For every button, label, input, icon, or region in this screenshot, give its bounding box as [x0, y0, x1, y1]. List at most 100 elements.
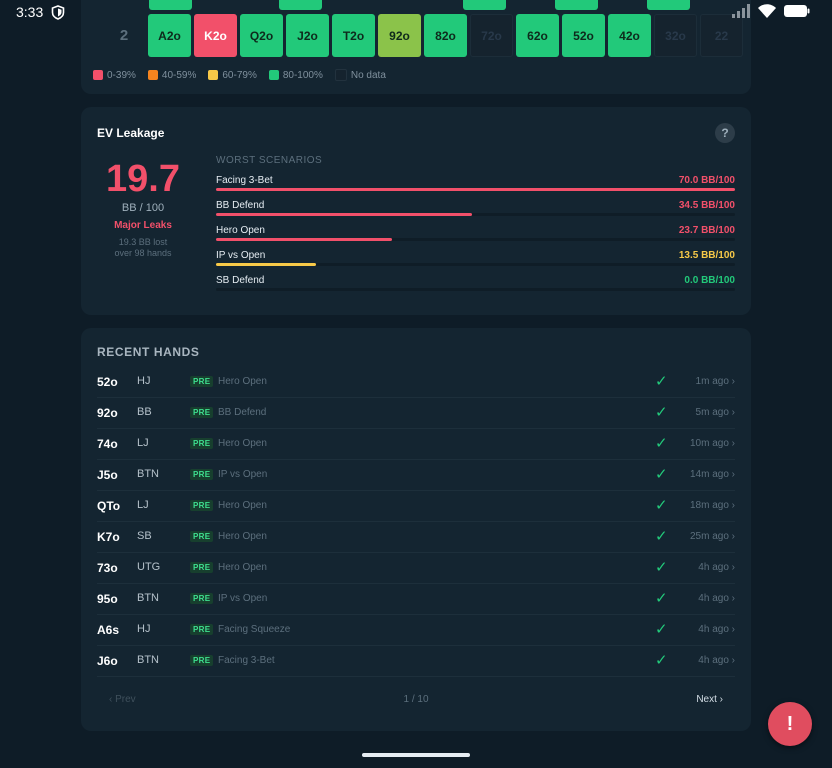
hand-time: 5m ago ›	[695, 407, 735, 418]
street-badge: PRE	[190, 407, 214, 418]
legend-swatch	[208, 70, 219, 80]
legend-swatch	[334, 69, 347, 81]
ev-hands-line: over 98 hands	[114, 248, 172, 258]
hand-row[interactable]: 52o HJ PRE Hero Open ✓ 1m ago ›	[97, 367, 735, 398]
street-badge: PRE	[190, 562, 214, 573]
grid-cell[interactable]: A2o	[148, 14, 191, 57]
hand-time: 4h ago ›	[698, 655, 735, 666]
ev-unit: BB / 100	[121, 202, 165, 214]
hand-row[interactable]: K7o SB PRE Hero Open ✓ 25m ago ›	[97, 522, 735, 553]
hand-row[interactable]: J6o BTN PRE Facing 3-Bet ✓ 4h ago ›	[97, 646, 735, 677]
recent-hands-card: RECENT HANDS 52o HJ PRE Hero Open ✓ 1m ago › 9…	[81, 328, 751, 731]
scenario-row[interactable]: IP vs Open 13.5 BB/100	[216, 250, 735, 275]
scenario-bar-track	[216, 263, 735, 266]
hand-cards: QTo	[97, 499, 121, 513]
legend-label: No data	[350, 69, 386, 81]
status-time: 3:33	[16, 4, 44, 20]
hand-cards: 74o	[97, 437, 118, 451]
report-fab-button[interactable]: !	[768, 702, 812, 746]
hand-row[interactable]: 74o LJ PRE Hero Open ✓ 10m ago ›	[97, 429, 735, 460]
hand-row[interactable]: 73o UTG PRE Hero Open ✓ 4h ago ›	[97, 553, 735, 584]
hand-time: 25m ago ›	[689, 531, 735, 542]
grid-cell[interactable]: Q2o	[240, 14, 283, 57]
scenario-bar-track	[216, 188, 735, 191]
check-icon: ✓	[655, 466, 668, 483]
scenario-bar-fill	[216, 263, 317, 266]
scenario-value: 13.5 BB/100	[678, 250, 735, 261]
check-icon: ✓	[655, 590, 668, 607]
scenario-row[interactable]: Hero Open 23.7 BB/100	[216, 225, 735, 250]
recent-hands-title: RECENT HANDS	[97, 345, 200, 359]
hand-time: 1m ago ›	[695, 376, 735, 387]
status-bar: 3:33	[0, 0, 832, 26]
hand-position: SB	[137, 530, 152, 542]
hand-row[interactable]: A6s HJ PRE Facing Squeeze ✓ 4h ago ›	[97, 615, 735, 646]
scenario-bar-fill	[216, 213, 472, 216]
ev-lost-summary: 19.3 BB lost over 98 hands	[97, 237, 189, 259]
hand-position: LJ	[137, 437, 149, 449]
hand-cards: J6o	[97, 654, 118, 668]
scenarios-list: Facing 3-Bet 70.0 BB/100 BB Defend 34.5 BB/…	[216, 175, 735, 300]
hand-position: BTN	[137, 468, 159, 480]
next-page-button[interactable]: Next ›	[696, 694, 723, 705]
legend-item: No data	[334, 69, 386, 81]
hand-scenario: IP vs Open	[218, 469, 268, 480]
hand-cards: 95o	[97, 592, 118, 606]
grid-cell-partial[interactable]	[647, 0, 690, 10]
scenario-row[interactable]: SB Defend 0.0 BB/100	[216, 275, 735, 300]
hand-scenario: Hero Open	[218, 376, 267, 387]
grid-cell-partial[interactable]	[555, 0, 598, 10]
hand-position: HJ	[137, 375, 151, 387]
scenario-name: Facing 3-Bet	[216, 175, 273, 186]
grid-cell-partial[interactable]	[149, 0, 192, 10]
page-indicator: 1 / 10	[403, 694, 429, 705]
pagination: ‹ Prev 1 / 10 Next ›	[97, 694, 735, 708]
grid-cell-partial[interactable]	[279, 0, 322, 10]
ev-summary: 19.7 BB / 100 Major Leaks 19.3 BB lost o…	[97, 159, 189, 259]
scenario-row[interactable]: Facing 3-Bet 70.0 BB/100	[216, 175, 735, 200]
scenario-row[interactable]: BB Defend 34.5 BB/100	[216, 200, 735, 225]
grid-cell[interactable]: 22	[700, 14, 743, 57]
legend-swatch	[268, 70, 279, 80]
grid-cell[interactable]: K2o	[194, 14, 237, 57]
hand-time: 4h ago ›	[698, 562, 735, 573]
grid-row-2: 2 A2o K2o Q2o J2o T2o 92o 82o 72o 62o 52o 42o 32o 22	[103, 14, 743, 57]
hand-position: HJ	[137, 623, 151, 635]
scenario-bar-track	[216, 288, 735, 291]
grid-row-partial	[81, 0, 751, 10]
grid-cell[interactable]: 82o	[424, 14, 467, 57]
grid-cell[interactable]: 32o	[654, 14, 697, 57]
scenario-bar-track	[216, 213, 735, 216]
scenario-value: 70.0 BB/100	[678, 175, 735, 186]
grid-cell[interactable]: 72o	[470, 14, 513, 57]
grid-cell-partial[interactable]	[463, 0, 506, 10]
help-icon[interactable]: ?	[715, 123, 735, 143]
hand-time: 4h ago ›	[698, 593, 735, 604]
check-icon: ✓	[655, 373, 668, 390]
home-indicator[interactable]	[362, 753, 470, 757]
ev-leakage-title: EV Leakage	[97, 126, 165, 140]
prev-page-button[interactable]: ‹ Prev	[109, 694, 136, 705]
scenario-name: IP vs Open	[216, 250, 266, 261]
street-badge: PRE	[190, 531, 214, 542]
grid-cell[interactable]: 42o	[608, 14, 651, 57]
hand-row[interactable]: QTo LJ PRE Hero Open ✓ 18m ago ›	[97, 491, 735, 522]
hand-row[interactable]: 95o BTN PRE IP vs Open ✓ 4h ago ›	[97, 584, 735, 615]
legend-label: 40-59%	[161, 69, 197, 81]
grid-cell[interactable]: J2o	[286, 14, 329, 57]
ev-lost-line: 19.3 BB lost	[118, 237, 168, 247]
street-badge: PRE	[190, 655, 214, 666]
grid-cell[interactable]: 62o	[516, 14, 559, 57]
battery-icon	[784, 5, 810, 17]
hand-row[interactable]: J5o BTN PRE IP vs Open ✓ 14m ago ›	[97, 460, 735, 491]
hand-row[interactable]: 92o BB PRE BB Defend ✓ 5m ago ›	[97, 398, 735, 429]
street-badge: PRE	[190, 624, 214, 635]
grid-cell[interactable]: T2o	[332, 14, 375, 57]
grid-cell[interactable]: 92o	[378, 14, 421, 57]
legend-item: 60-79%	[208, 69, 257, 81]
legend-label: 60-79%	[222, 69, 257, 81]
check-icon: ✓	[655, 435, 668, 452]
wifi-icon	[758, 4, 776, 18]
grid-cell[interactable]: 52o	[562, 14, 605, 57]
grid-row-label: 2	[119, 27, 129, 44]
